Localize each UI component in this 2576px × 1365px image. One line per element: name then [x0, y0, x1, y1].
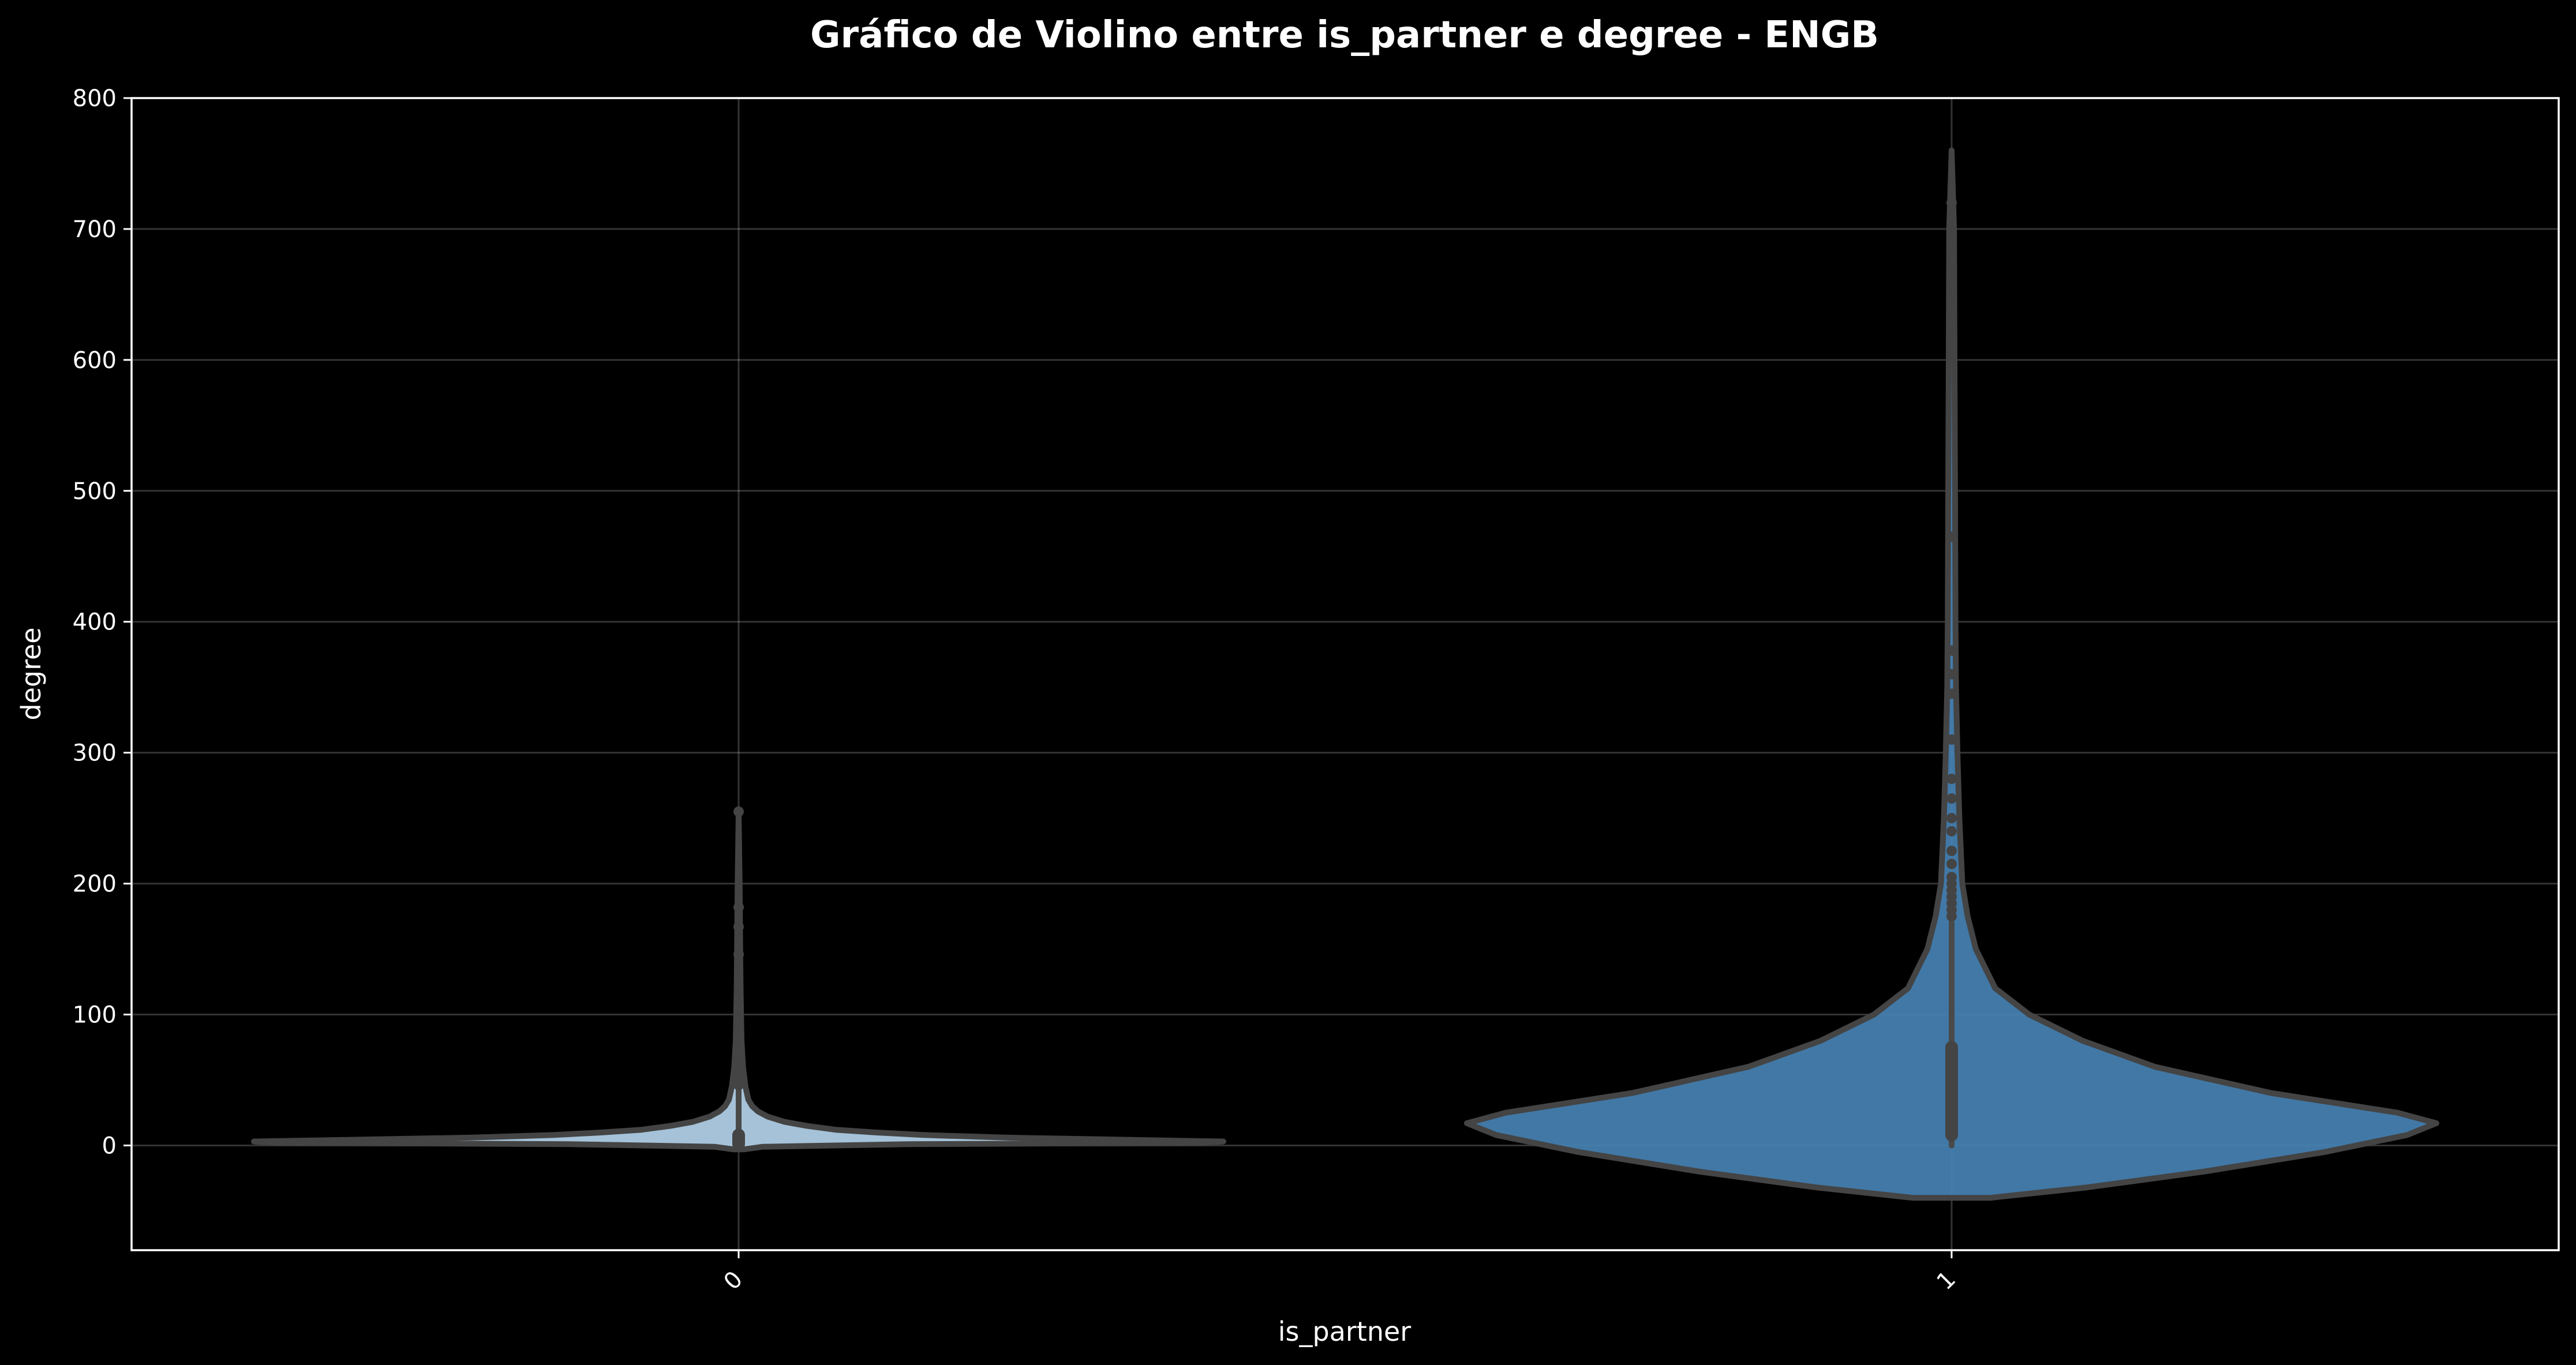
y-tick-label: 700 [73, 216, 117, 243]
violin-0 [251, 806, 1226, 1153]
outlier-point [1946, 858, 1957, 869]
outlier-point [1946, 793, 1957, 804]
outlier-point [1946, 531, 1957, 542]
x-tick-label: 0 [719, 1266, 748, 1296]
outlier-point [1946, 845, 1957, 856]
y-tick-label: 200 [73, 871, 117, 898]
outlier-point [1946, 872, 1957, 883]
violin-1 [1464, 147, 2439, 1201]
y-tick-label: 600 [73, 347, 117, 374]
y-tick-label: 500 [73, 478, 117, 505]
outlier-point [1946, 669, 1957, 680]
x-axis-label: is_partner [1278, 1316, 1411, 1347]
violin-body [251, 808, 1226, 1153]
outlier-point [733, 902, 744, 913]
outlier-point [733, 806, 744, 817]
y-tick-label: 800 [73, 85, 117, 112]
plot-frame [130, 97, 2560, 1251]
outlier-point [1946, 688, 1957, 699]
axes [130, 97, 2560, 1251]
outlier-point [733, 921, 744, 932]
y-tick-label: 300 [73, 740, 117, 767]
y-tick-label: 400 [73, 609, 117, 636]
y-tick-label: 0 [102, 1132, 117, 1159]
chart-title: Gráfico de Violino entre is_partner e de… [810, 14, 1879, 57]
y-axis-label: degree [16, 627, 47, 720]
outlier-point [1946, 645, 1957, 656]
outlier-point [1946, 774, 1957, 785]
outlier-point [1946, 197, 1957, 208]
outlier-point [733, 1005, 744, 1016]
tick-labels: 0 100 200 300 400 500 600 700 800 0 1 [73, 85, 1961, 1295]
outlier-point [1946, 734, 1957, 745]
outlier-point [1946, 826, 1957, 837]
outlier-point [733, 949, 744, 960]
violins [251, 147, 2439, 1201]
outlier-point [1946, 237, 1957, 247]
y-tick-label: 100 [73, 1002, 117, 1029]
outlier-point [1946, 813, 1957, 824]
x-tick-label: 1 [1932, 1266, 1961, 1296]
